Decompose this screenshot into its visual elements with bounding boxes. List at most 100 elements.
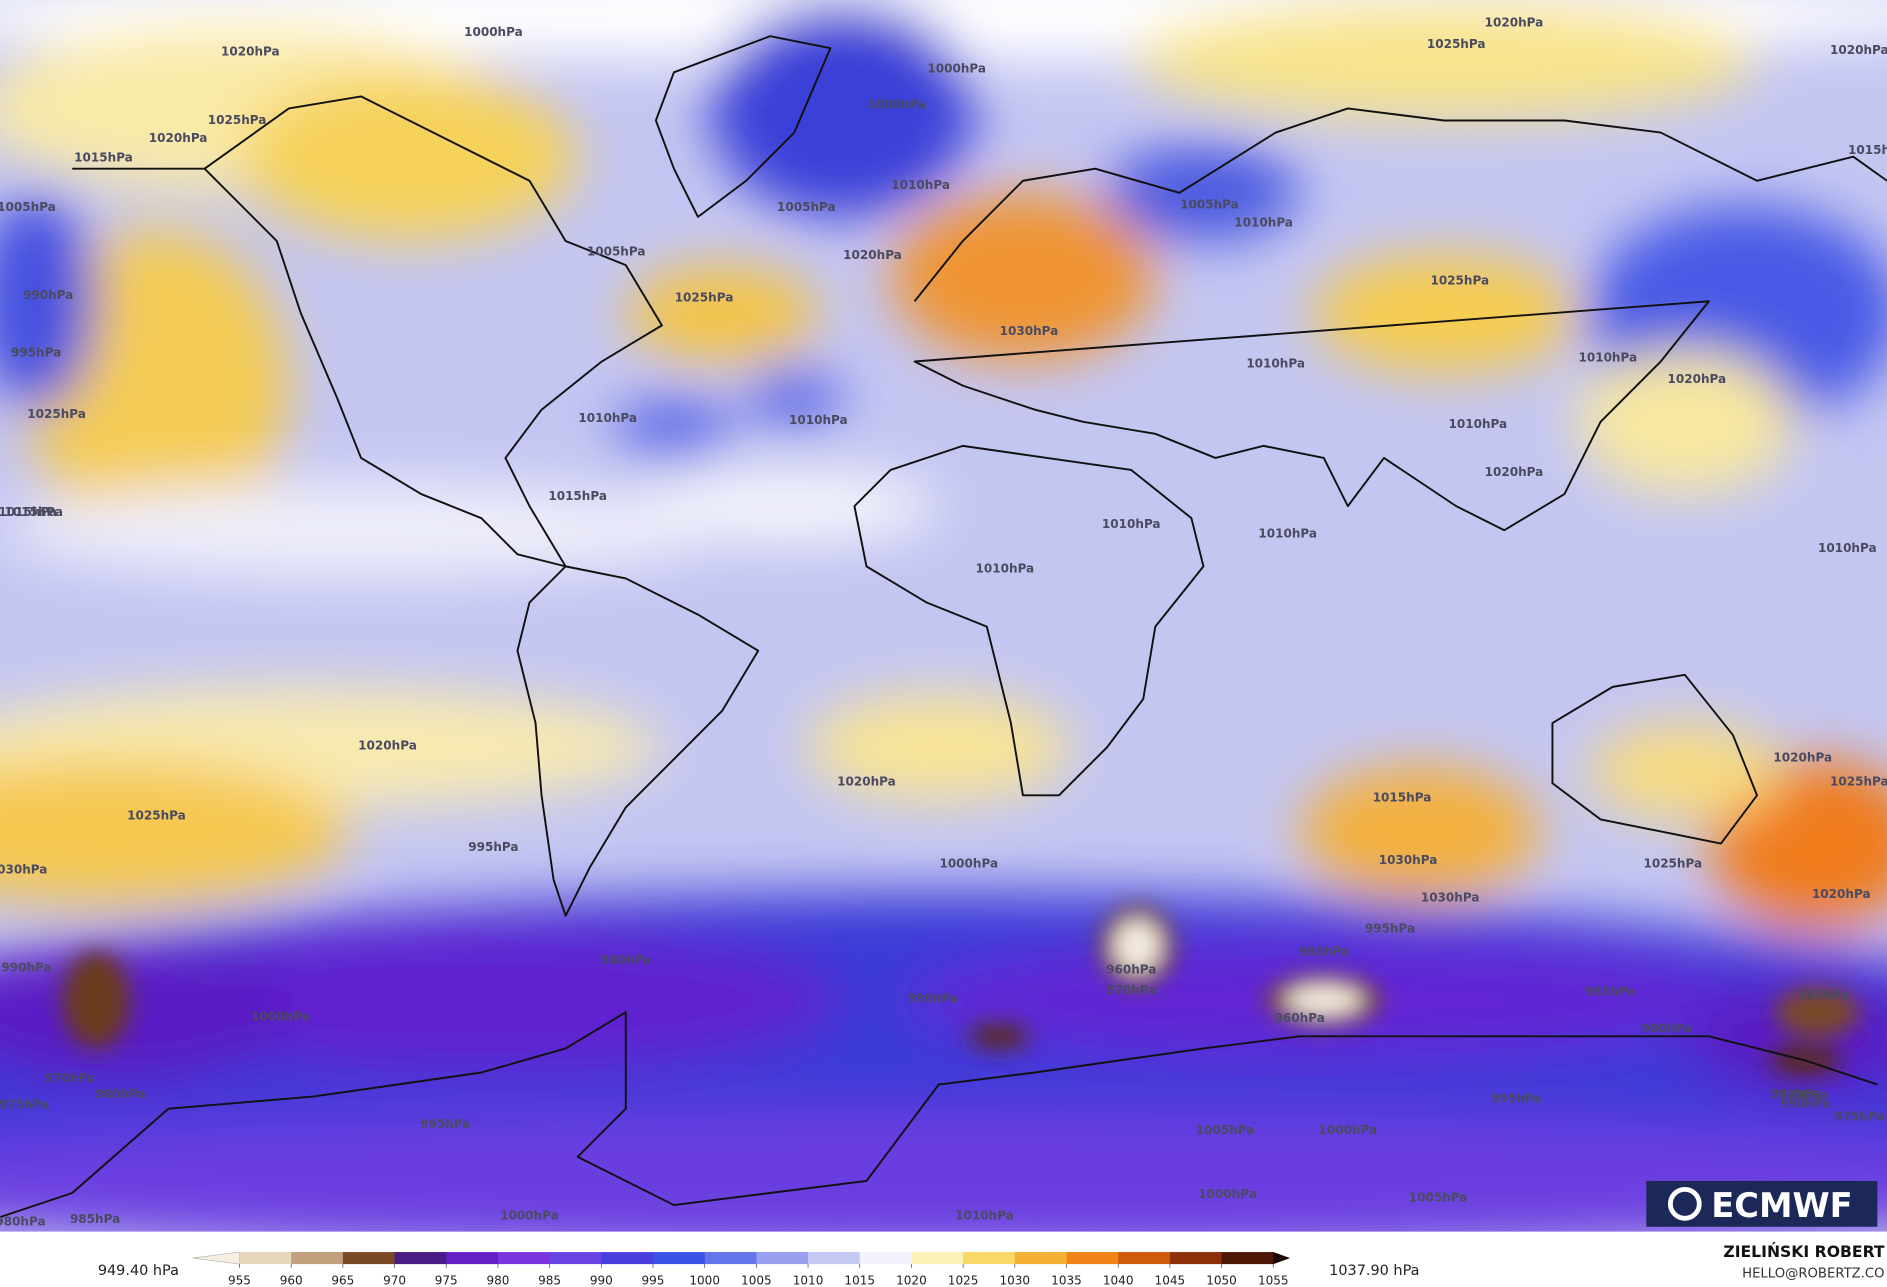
contour-label: 1000hPa <box>464 25 523 39</box>
colorbar-segment <box>192 1251 240 1265</box>
colorbar-tick-label: 1050 <box>1206 1274 1237 1287</box>
colorbar-segment <box>342 1252 396 1265</box>
contour-label: 1015hPa <box>548 489 607 503</box>
contour-label: 1010hPa <box>578 411 637 425</box>
contour-label: 1005hPa <box>777 200 836 214</box>
colorbar-segment <box>1066 1252 1119 1265</box>
colorbar-tick-label: 970 <box>383 1274 406 1287</box>
contour-label: 1010hPa <box>976 561 1035 575</box>
low-center <box>968 1024 1029 1049</box>
colorbar-segment <box>756 1252 809 1265</box>
contour-label: 1010hPa <box>1578 351 1637 365</box>
pressure-area <box>1107 144 1300 242</box>
pressure-field <box>0 0 1887 1232</box>
colorbar-segment <box>704 1252 757 1265</box>
contour-label: 1015hPa <box>0 505 57 519</box>
contour-label: 995hPa <box>1365 922 1415 936</box>
contour-label: 960hPa <box>1275 1011 1325 1025</box>
contour-label: 1030hPa <box>1379 853 1438 867</box>
contour-labels: 1020hPa 1020hPa 1025hPa 1020hPa 1015hPa 1005h… <box>0 16 1887 1229</box>
contact: HELLO@ROBERTZ.CO <box>1742 1266 1884 1281</box>
contour-label: 1025hPa <box>1643 857 1702 871</box>
pressure-area <box>1299 765 1541 898</box>
lows <box>62 904 1860 1075</box>
colorbar-segment <box>1118 1252 1171 1265</box>
contour-label: 980hPa <box>95 1087 145 1101</box>
contour-label: 985hPa <box>1585 984 1635 998</box>
contour-label: 1015hPa <box>1373 790 1432 804</box>
colorbar-segment <box>808 1252 861 1265</box>
colorbar-tick-label: 985 <box>538 1274 561 1287</box>
colorbar-segment <box>239 1252 292 1265</box>
colorbar-segment <box>859 1252 913 1265</box>
colorbar-segment <box>446 1252 499 1265</box>
logo-text: ECMWF <box>1711 1186 1852 1225</box>
contour-label: 1025hPa <box>208 113 267 127</box>
contour-label: 1020hPa <box>1485 16 1544 30</box>
contour-label: 995hPa <box>11 346 61 360</box>
low-center <box>1285 984 1363 1016</box>
contour-label: 970hPa <box>1770 1087 1820 1101</box>
contour-label: 1010hPa <box>1258 526 1317 540</box>
contour-label: 1000hPa <box>867 97 926 111</box>
coastline <box>853 444 1205 797</box>
contour-label: 1025hPa <box>27 407 86 421</box>
contour-label: 1025hPa <box>675 290 734 304</box>
contour-label: 1020hPa <box>1668 372 1727 386</box>
coastline <box>0 1011 1878 1219</box>
contour-label: 1005hPa <box>1409 1190 1468 1204</box>
pressure-area <box>625 265 819 362</box>
contour-label: 965hPa <box>1778 1088 1828 1102</box>
colorbar-tick-label: 1045 <box>1155 1274 1186 1287</box>
contour-label: 980hPa <box>601 953 651 967</box>
colorbar-segment <box>497 1252 551 1265</box>
colorbar-segment <box>1273 1252 1291 1265</box>
contour-label: 1025hPa <box>127 808 186 822</box>
pressure-area <box>0 759 349 904</box>
contour-label: 970hPa <box>1106 983 1156 997</box>
contour-label: 995hPa <box>468 840 518 854</box>
coastline <box>913 107 1887 532</box>
colorbar-tick-label: 1005 <box>741 1274 772 1287</box>
contour-label: 1020hPa <box>221 44 280 58</box>
contour-label: 1015hPa <box>4 505 63 519</box>
colorbar-segment <box>601 1252 654 1265</box>
colorbar-tick-label: 1040 <box>1103 1274 1134 1287</box>
coastlines <box>0 35 1887 1219</box>
contour-label: 1025hPa <box>1427 37 1486 51</box>
colorbar-segment <box>549 1252 602 1265</box>
colorbar-segment <box>394 1252 447 1265</box>
colorbar-tick-label: 990 <box>590 1274 613 1287</box>
low-center <box>1113 919 1162 973</box>
pressure-area <box>120 927 843 1073</box>
colorbar-min: 949.40 hPa <box>98 1263 179 1279</box>
contour-label: 1010hPa <box>1246 357 1305 371</box>
contour-label: 1030hPa <box>1000 324 1059 338</box>
contour-label: 1015hPa <box>1848 143 1887 157</box>
pressure-area <box>613 397 735 458</box>
pressure-area <box>0 192 97 410</box>
contour-label: 1025hPa <box>1430 273 1489 287</box>
pressure-area <box>1576 349 1794 495</box>
colorbar-tick-label: 955 <box>228 1274 251 1287</box>
colorbar-segment <box>1169 1252 1223 1265</box>
colorbar-segment <box>652 1252 706 1265</box>
contour-label: 995hPa <box>1491 1092 1541 1106</box>
contour-label: 1005hPa <box>1180 197 1239 211</box>
contour-label: 990hPa <box>23 288 73 302</box>
contour-label: 990hPa <box>1780 1096 1830 1110</box>
logo-icon <box>1667 1186 1702 1221</box>
contour-label: 1000hPa <box>500 1209 559 1223</box>
contour-label: 1000hPa <box>1319 1123 1378 1137</box>
colorbar-segment <box>1221 1252 1274 1265</box>
colorbar-tick-label: 960 <box>280 1274 303 1287</box>
colorbar-tick-label: 980 <box>486 1274 509 1287</box>
contour-label: 1020hPa <box>1830 43 1887 57</box>
contour-label: 990hPa <box>1 960 51 974</box>
contour-label: 995hPa <box>420 1117 470 1131</box>
colorbar-tick-label: 1055 <box>1258 1274 1289 1287</box>
colorbar-tick-label: 1020 <box>896 1274 927 1287</box>
contour-label: 975hPa <box>0 1098 49 1112</box>
colorbar-tick-label: 995 <box>642 1274 665 1287</box>
